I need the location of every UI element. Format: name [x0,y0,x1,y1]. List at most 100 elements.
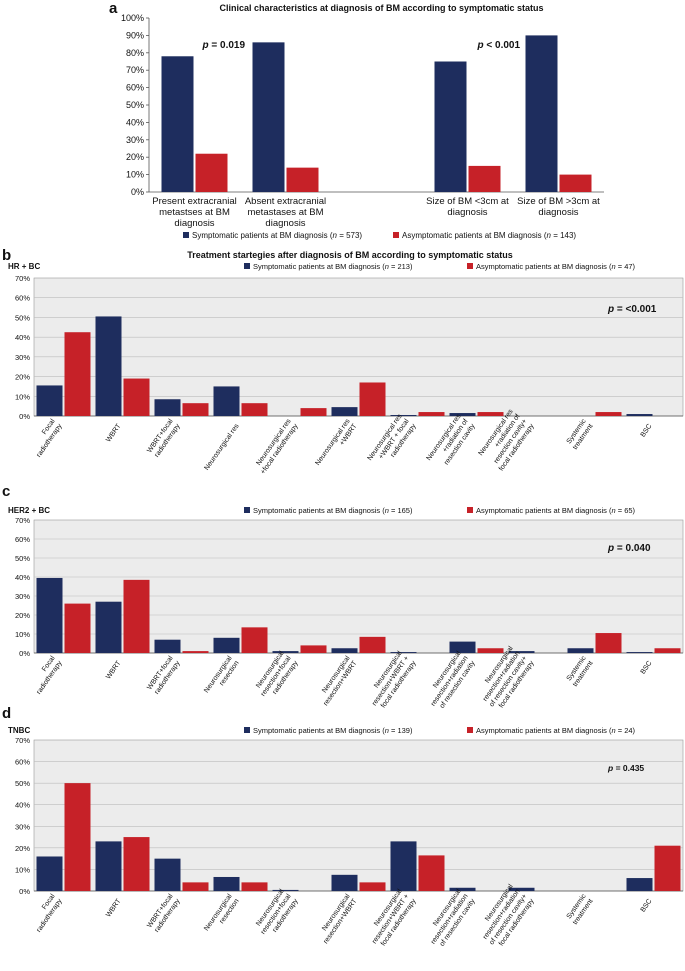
x-category-label-d: BSC [640,898,654,914]
y-tick-label-a: 70% [126,65,144,75]
bar-asymptomatic-b-6 [418,412,445,416]
x-category-label-b: Neurosurgical res+WBRT + focalradiothera… [366,413,417,462]
x-category-label-b: Neurosurgical res+radiation ofresection … [425,413,476,467]
bar-asymptomatic-d-10 [654,845,681,891]
y-tick-label-b: 70% [15,274,30,283]
bar-asymptomatic-b-0 [64,332,91,416]
x-category-line-d: BSC [640,898,654,914]
bar-asymptomatic-c-9 [595,633,622,653]
x-category-label-a: metastses at BM [159,207,230,218]
panel-letter-a: a [109,0,118,17]
bar-asymptomatic-b-7 [477,412,504,416]
y-tick-label-d: 20% [15,844,30,853]
panel-d: d TNBC Symptomatic patients at BM diagnosi… [2,705,684,948]
bar-symptomatic-d-3 [213,876,240,891]
y-tick-label-a: 50% [126,100,144,110]
y-tick-label-b: 10% [15,392,30,401]
p-value-d: p = 0.435 [607,763,644,773]
y-tick-label-a: 40% [126,117,144,127]
bar-symptomatic-d-2 [154,858,181,891]
x-category-label-b: Neurosurgical res+radiation ofresection … [478,408,536,473]
bar-symptomatic-d-4 [272,889,299,891]
bar-asymptomatic-b-5 [359,382,386,416]
legend-swatch-asymptomatic-a [393,232,399,238]
bar-symptomatic-c-5 [331,648,358,653]
y-tick-label-a: 100% [121,13,144,23]
chart-title-a: Clinical characteristics at diagnosis of… [219,3,543,13]
x-category-label-a: Absent extracranial [245,196,326,207]
x-category-label-b: Neurosurgical res+focal radiotherapy [255,418,299,476]
y-tick-label-b: 50% [15,313,30,322]
x-category-label-a: diagnosis [174,218,214,229]
bar-symptomatic-b-2 [154,399,181,416]
bar-symptomatic-d-5 [331,874,358,891]
bar-symptomatic-b-10 [626,414,653,416]
panel-letter-d: d [2,705,11,722]
bar-symptomatic-c-9 [567,648,594,653]
legend-label-symptomatic-b: Symptomatic patients at BM diagnosis (n … [253,262,413,271]
x-category-label-c: WBRT [105,659,123,680]
panel-a: a Clinical characteristics at diagnosis o… [109,0,604,240]
y-tick-label-d: 70% [15,736,30,745]
bar-symptomatic-a-3 [434,61,467,192]
bar-asymptomatic-b-2 [182,403,209,416]
bar-asymptomatic-d-2 [182,882,209,891]
bar-symptomatic-b-1 [95,316,122,416]
legend-swatch-asymptomatic-d [467,727,473,733]
bar-symptomatic-c-0 [36,577,63,653]
x-category-label-a: diagnosis [538,207,578,218]
y-tick-label-d: 60% [15,758,30,767]
p-value-a-0: p = 0.019 [202,40,246,51]
chart-title-b: Treatment startegies after diagnosis of … [187,250,513,260]
x-category-line-d: WBRT [105,897,123,918]
bar-asymptomatic-c-3 [241,627,268,653]
y-tick-label-c: 0% [19,649,30,658]
y-tick-label-d: 50% [15,779,30,788]
legend-swatch-asymptomatic-c [467,507,473,513]
y-tick-label-a: 60% [126,83,144,93]
bar-asymptomatic-c-10 [654,648,681,653]
legend-swatch-symptomatic-b [244,263,250,269]
x-category-line-c: WBRT [105,659,123,680]
bar-symptomatic-d-1 [95,841,122,891]
p-value-b: p = <0.001 [607,304,657,315]
y-tick-label-d: 30% [15,822,30,831]
p-value-c: p = 0.040 [607,543,651,554]
y-tick-label-c: 40% [15,573,30,582]
y-tick-label-b: 40% [15,333,30,342]
legend-label-asymptomatic-a: Asymptomatic patients at BM diagnosis (n… [402,231,576,240]
y-tick-label-c: 70% [15,516,30,525]
bar-asymptomatic-c-5 [359,636,386,653]
y-tick-label-b: 0% [19,412,30,421]
y-tick-label-c: 50% [15,554,30,563]
y-tick-label-b: 60% [15,294,30,303]
bar-symptomatic-b-0 [36,385,63,416]
bar-symptomatic-d-7 [449,887,476,891]
y-tick-label-c: 20% [15,611,30,620]
legend-label-asymptomatic-c: Asymptomatic patients at BM diagnosis (n… [476,506,636,515]
bar-symptomatic-c-3 [213,637,240,653]
bar-asymptomatic-b-1 [123,378,150,416]
x-category-label-a: Size of BM <3cm at [426,196,509,207]
x-category-label-a: Present extracranial [152,196,236,207]
x-category-label-b: Neurosurgical res+WBRT [314,418,359,467]
y-tick-label-d: 0% [19,887,30,896]
y-tick-label-c: 10% [15,630,30,639]
bar-symptomatic-d-0 [36,856,63,891]
x-category-label-a: diagnosis [447,207,487,218]
x-category-line-b: WBRT [105,422,123,443]
